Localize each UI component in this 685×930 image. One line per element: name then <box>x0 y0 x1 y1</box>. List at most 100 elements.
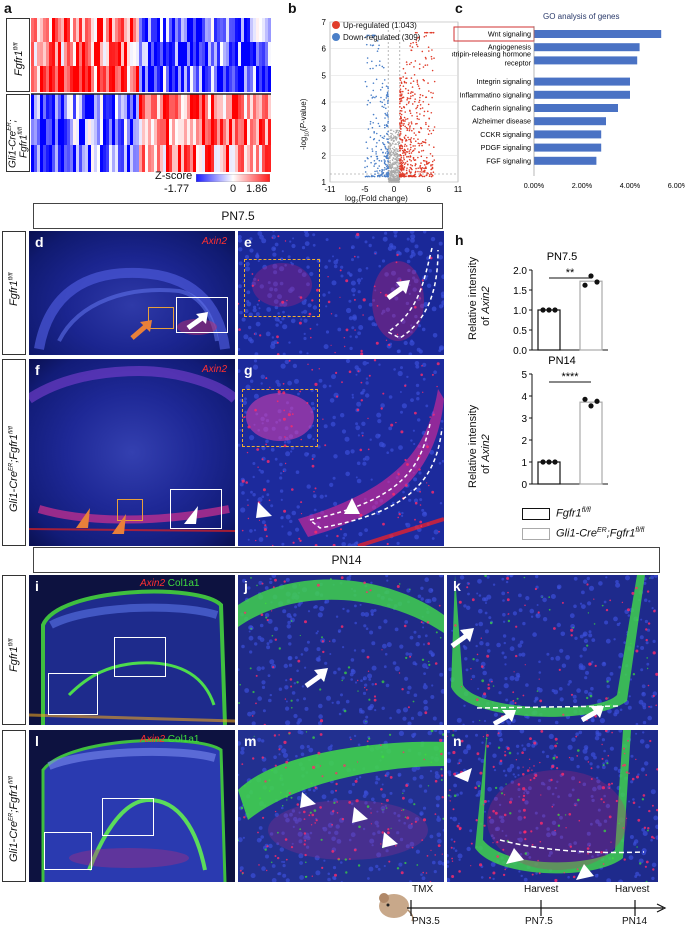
heatmap-cell <box>166 119 170 145</box>
legend-swatch-control <box>522 508 550 520</box>
heatmap-cell <box>247 145 251 172</box>
heatmap-cell <box>205 145 209 172</box>
volcano-point-up <box>430 91 432 94</box>
heatmap-cell <box>142 42 146 66</box>
volcano-point-down <box>384 117 386 119</box>
heatmap-cell <box>172 18 176 42</box>
volcano-point-up <box>416 106 418 109</box>
volcano-point-up <box>425 96 428 99</box>
volcano-point-ns <box>390 169 392 172</box>
volcano-point-up <box>402 124 405 127</box>
volcano-point-down <box>375 132 378 135</box>
volcano-point-up <box>433 57 435 59</box>
heatmap-cell <box>193 119 197 145</box>
heatmap-cell <box>100 119 104 145</box>
volcano-point-up <box>399 137 401 140</box>
volcano-point-up <box>410 82 412 85</box>
heatmap-cell <box>154 145 158 172</box>
heatmap-cell <box>136 119 140 145</box>
heatmap-cell <box>235 119 239 145</box>
volcano-point-down <box>386 112 389 114</box>
heatmap-cell <box>253 94 257 119</box>
volcano-point-up <box>406 129 409 131</box>
micrograph-n <box>447 730 658 882</box>
heatmap-cell <box>244 18 248 42</box>
volcano-point-ns <box>388 178 390 181</box>
volcano-point-down <box>370 161 372 164</box>
heatmap-cell <box>214 42 218 66</box>
volcano-point-down <box>384 145 386 148</box>
heatmap-cell <box>256 145 260 172</box>
heatmap-cell <box>43 145 47 172</box>
header-pn14: PN14 <box>33 547 660 573</box>
volcano-point-up <box>406 151 409 153</box>
volcano-point-ns <box>394 181 396 183</box>
volcano-point-ns <box>391 163 393 166</box>
panel-j-label: j <box>244 578 248 594</box>
heatmap-cell <box>241 42 245 66</box>
heatmap-label-mutant-2: Fgfr1fl/fl <box>18 126 30 158</box>
h-point <box>546 307 552 313</box>
heatmap-cell <box>31 42 35 66</box>
volcano-point-down <box>383 79 386 81</box>
heatmap-cell <box>34 18 38 42</box>
volcano-point-ns <box>392 163 395 166</box>
volcano-point-up <box>402 154 405 157</box>
volcano-point-up <box>416 79 419 82</box>
heatmap-cell <box>46 18 50 42</box>
heatmap-cell <box>61 66 65 92</box>
volcano-point-ns <box>388 150 391 152</box>
volcano-point-up <box>430 31 433 34</box>
volcano-point-ns <box>394 158 396 161</box>
volcano-point-ns <box>396 141 399 143</box>
volcano-point-down <box>378 159 381 162</box>
heatmap-cell <box>208 119 212 145</box>
legend-mutant: Gli1-CreER;Fgfr1fl/fl <box>556 527 645 540</box>
volcano-point-down <box>387 86 389 88</box>
volcano-point-down <box>386 155 388 157</box>
volcano-point-up <box>401 90 404 93</box>
volcano-point-down <box>364 36 367 38</box>
volcano-point-up <box>414 93 416 95</box>
heatmap-cell <box>82 94 86 119</box>
volcano-point-up <box>432 171 435 174</box>
heatmap-cell <box>211 145 215 172</box>
volcano-point-up <box>411 164 414 167</box>
volcano-point-up <box>417 167 419 170</box>
volcano-xtick: 11 <box>454 185 463 194</box>
volcano-point-up <box>403 136 406 138</box>
arrow-white-k2 <box>492 710 516 727</box>
heatmap-cell <box>163 94 167 119</box>
volcano-point-ns <box>389 172 391 174</box>
volcano-point-up <box>414 164 416 167</box>
h-ylabel-2-top: of Axin2 <box>480 286 492 326</box>
heatmap-cell <box>82 119 86 145</box>
heatmap-cell <box>67 66 71 92</box>
heatmap-cell <box>187 145 191 172</box>
heatmap-cell <box>58 66 62 92</box>
heatmap-cell <box>226 66 230 92</box>
volcano-point-up <box>410 141 412 144</box>
volcano-point-down <box>369 136 372 138</box>
volcano-point-ns <box>389 176 391 178</box>
volcano-point-ns <box>394 179 397 182</box>
volcano-point-down <box>378 44 380 47</box>
volcano-point-up <box>427 162 430 164</box>
volcano-point-up <box>422 78 425 81</box>
heatmap-cell <box>190 94 194 119</box>
volcano-point-up <box>431 160 434 163</box>
heatmap-cell <box>217 119 221 145</box>
volcano-point-up <box>410 77 413 79</box>
volcano-ytick: 5 <box>322 71 327 80</box>
heatmap-cell <box>190 66 194 92</box>
volcano-point-up <box>416 117 419 120</box>
volcano-point-up <box>410 122 413 125</box>
legend-down: Down-regulated (309) <box>343 33 421 42</box>
heatmap-cell <box>208 94 212 119</box>
heatmap-cell <box>238 119 242 145</box>
volcano-point-ns <box>394 162 396 164</box>
heatmap-cell <box>220 145 224 172</box>
volcano-point-up <box>415 163 417 166</box>
heatmap-cell <box>46 42 50 66</box>
volcano-point-ns <box>398 171 400 173</box>
